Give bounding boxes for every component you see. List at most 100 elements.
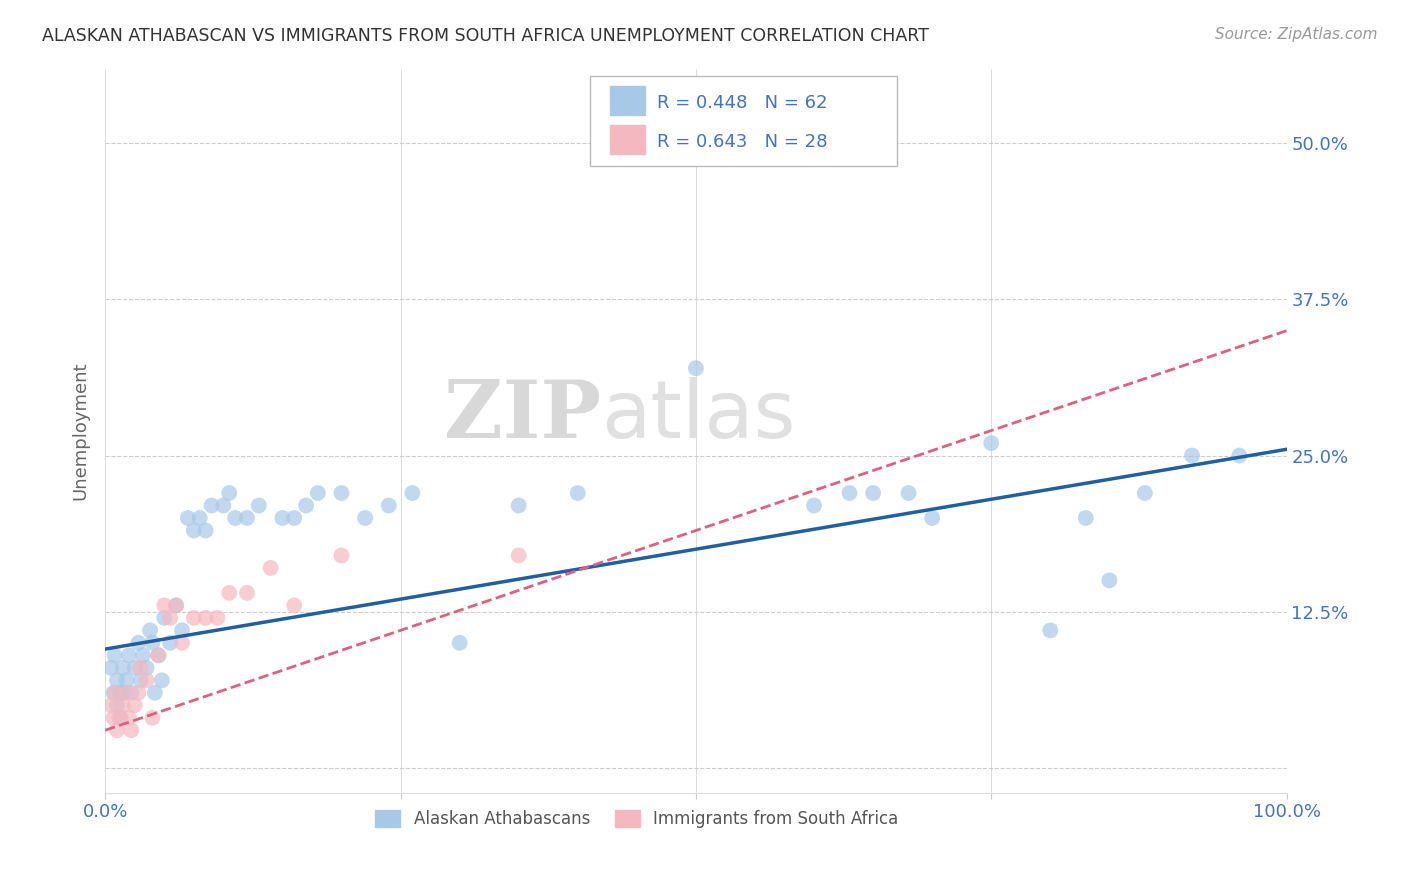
Point xyxy=(921,511,943,525)
Point xyxy=(1133,486,1156,500)
Point xyxy=(104,648,127,663)
Point xyxy=(110,711,132,725)
Point xyxy=(108,686,131,700)
Point xyxy=(307,486,329,500)
Point xyxy=(129,673,152,688)
Point xyxy=(247,499,270,513)
Point xyxy=(685,361,707,376)
Point xyxy=(153,611,176,625)
Point xyxy=(224,511,246,525)
Point xyxy=(139,624,162,638)
Point xyxy=(508,499,530,513)
Text: R = 0.448   N = 62: R = 0.448 N = 62 xyxy=(657,94,827,112)
Text: R = 0.643   N = 28: R = 0.643 N = 28 xyxy=(657,133,827,151)
Point xyxy=(111,686,134,700)
Point xyxy=(100,661,122,675)
Point xyxy=(111,661,134,675)
Point xyxy=(626,136,648,151)
Point xyxy=(170,624,193,638)
Point xyxy=(135,673,157,688)
Point xyxy=(127,636,149,650)
Point xyxy=(118,711,141,725)
Bar xyxy=(610,87,645,115)
Point xyxy=(401,486,423,500)
Point xyxy=(100,698,122,713)
Point xyxy=(124,661,146,675)
Text: ALASKAN ATHABASCAN VS IMMIGRANTS FROM SOUTH AFRICA UNEMPLOYMENT CORRELATION CHAR: ALASKAN ATHABASCAN VS IMMIGRANTS FROM SO… xyxy=(42,27,929,45)
Point xyxy=(159,636,181,650)
Point xyxy=(212,499,235,513)
Point xyxy=(111,698,134,713)
Point xyxy=(1181,449,1204,463)
Point xyxy=(259,561,281,575)
Point xyxy=(803,499,825,513)
Point xyxy=(115,673,138,688)
Text: Source: ZipAtlas.com: Source: ZipAtlas.com xyxy=(1215,27,1378,42)
Point xyxy=(1074,511,1097,525)
Point xyxy=(141,636,163,650)
Point xyxy=(862,486,884,500)
Point xyxy=(148,648,170,663)
Point xyxy=(108,711,131,725)
Point xyxy=(194,611,217,625)
Point xyxy=(150,673,173,688)
Text: ZIP: ZIP xyxy=(444,377,602,455)
Point xyxy=(236,586,259,600)
Point xyxy=(120,686,142,700)
Point xyxy=(105,698,128,713)
Point xyxy=(159,611,181,625)
Point xyxy=(744,136,766,151)
Point xyxy=(105,673,128,688)
Point xyxy=(271,511,294,525)
Point xyxy=(165,599,187,613)
Text: atlas: atlas xyxy=(602,377,796,455)
Point xyxy=(127,686,149,700)
Point xyxy=(449,636,471,650)
Point xyxy=(132,648,155,663)
FancyBboxPatch shape xyxy=(589,76,897,166)
Point xyxy=(218,486,240,500)
Point xyxy=(105,723,128,738)
Point xyxy=(165,599,187,613)
Point xyxy=(143,686,166,700)
Point xyxy=(177,511,200,525)
Point xyxy=(330,549,353,563)
Point xyxy=(980,436,1002,450)
Legend: Alaskan Athabascans, Immigrants from South Africa: Alaskan Athabascans, Immigrants from Sou… xyxy=(368,804,905,835)
Point xyxy=(120,723,142,738)
Point xyxy=(354,511,377,525)
Point xyxy=(183,524,205,538)
Point xyxy=(236,511,259,525)
Point xyxy=(103,711,125,725)
Point xyxy=(330,486,353,500)
Point xyxy=(1227,449,1250,463)
Point xyxy=(115,686,138,700)
Y-axis label: Unemployment: Unemployment xyxy=(72,361,89,500)
Point xyxy=(141,711,163,725)
Point xyxy=(1039,624,1062,638)
Point xyxy=(183,611,205,625)
Point xyxy=(104,686,127,700)
Point xyxy=(567,486,589,500)
Point xyxy=(129,661,152,675)
Point xyxy=(838,486,860,500)
Point xyxy=(283,511,305,525)
Point xyxy=(194,524,217,538)
Point xyxy=(377,499,399,513)
Point xyxy=(283,599,305,613)
Point xyxy=(170,636,193,650)
Point xyxy=(207,611,229,625)
Point xyxy=(200,499,222,513)
Point xyxy=(188,511,211,525)
Point xyxy=(1098,574,1121,588)
Point xyxy=(148,648,170,663)
Point xyxy=(218,586,240,600)
Point xyxy=(295,499,318,513)
Point xyxy=(103,686,125,700)
Point xyxy=(153,599,176,613)
Point xyxy=(118,648,141,663)
Point xyxy=(508,549,530,563)
Point xyxy=(124,698,146,713)
Bar xyxy=(610,126,645,154)
Point xyxy=(897,486,920,500)
